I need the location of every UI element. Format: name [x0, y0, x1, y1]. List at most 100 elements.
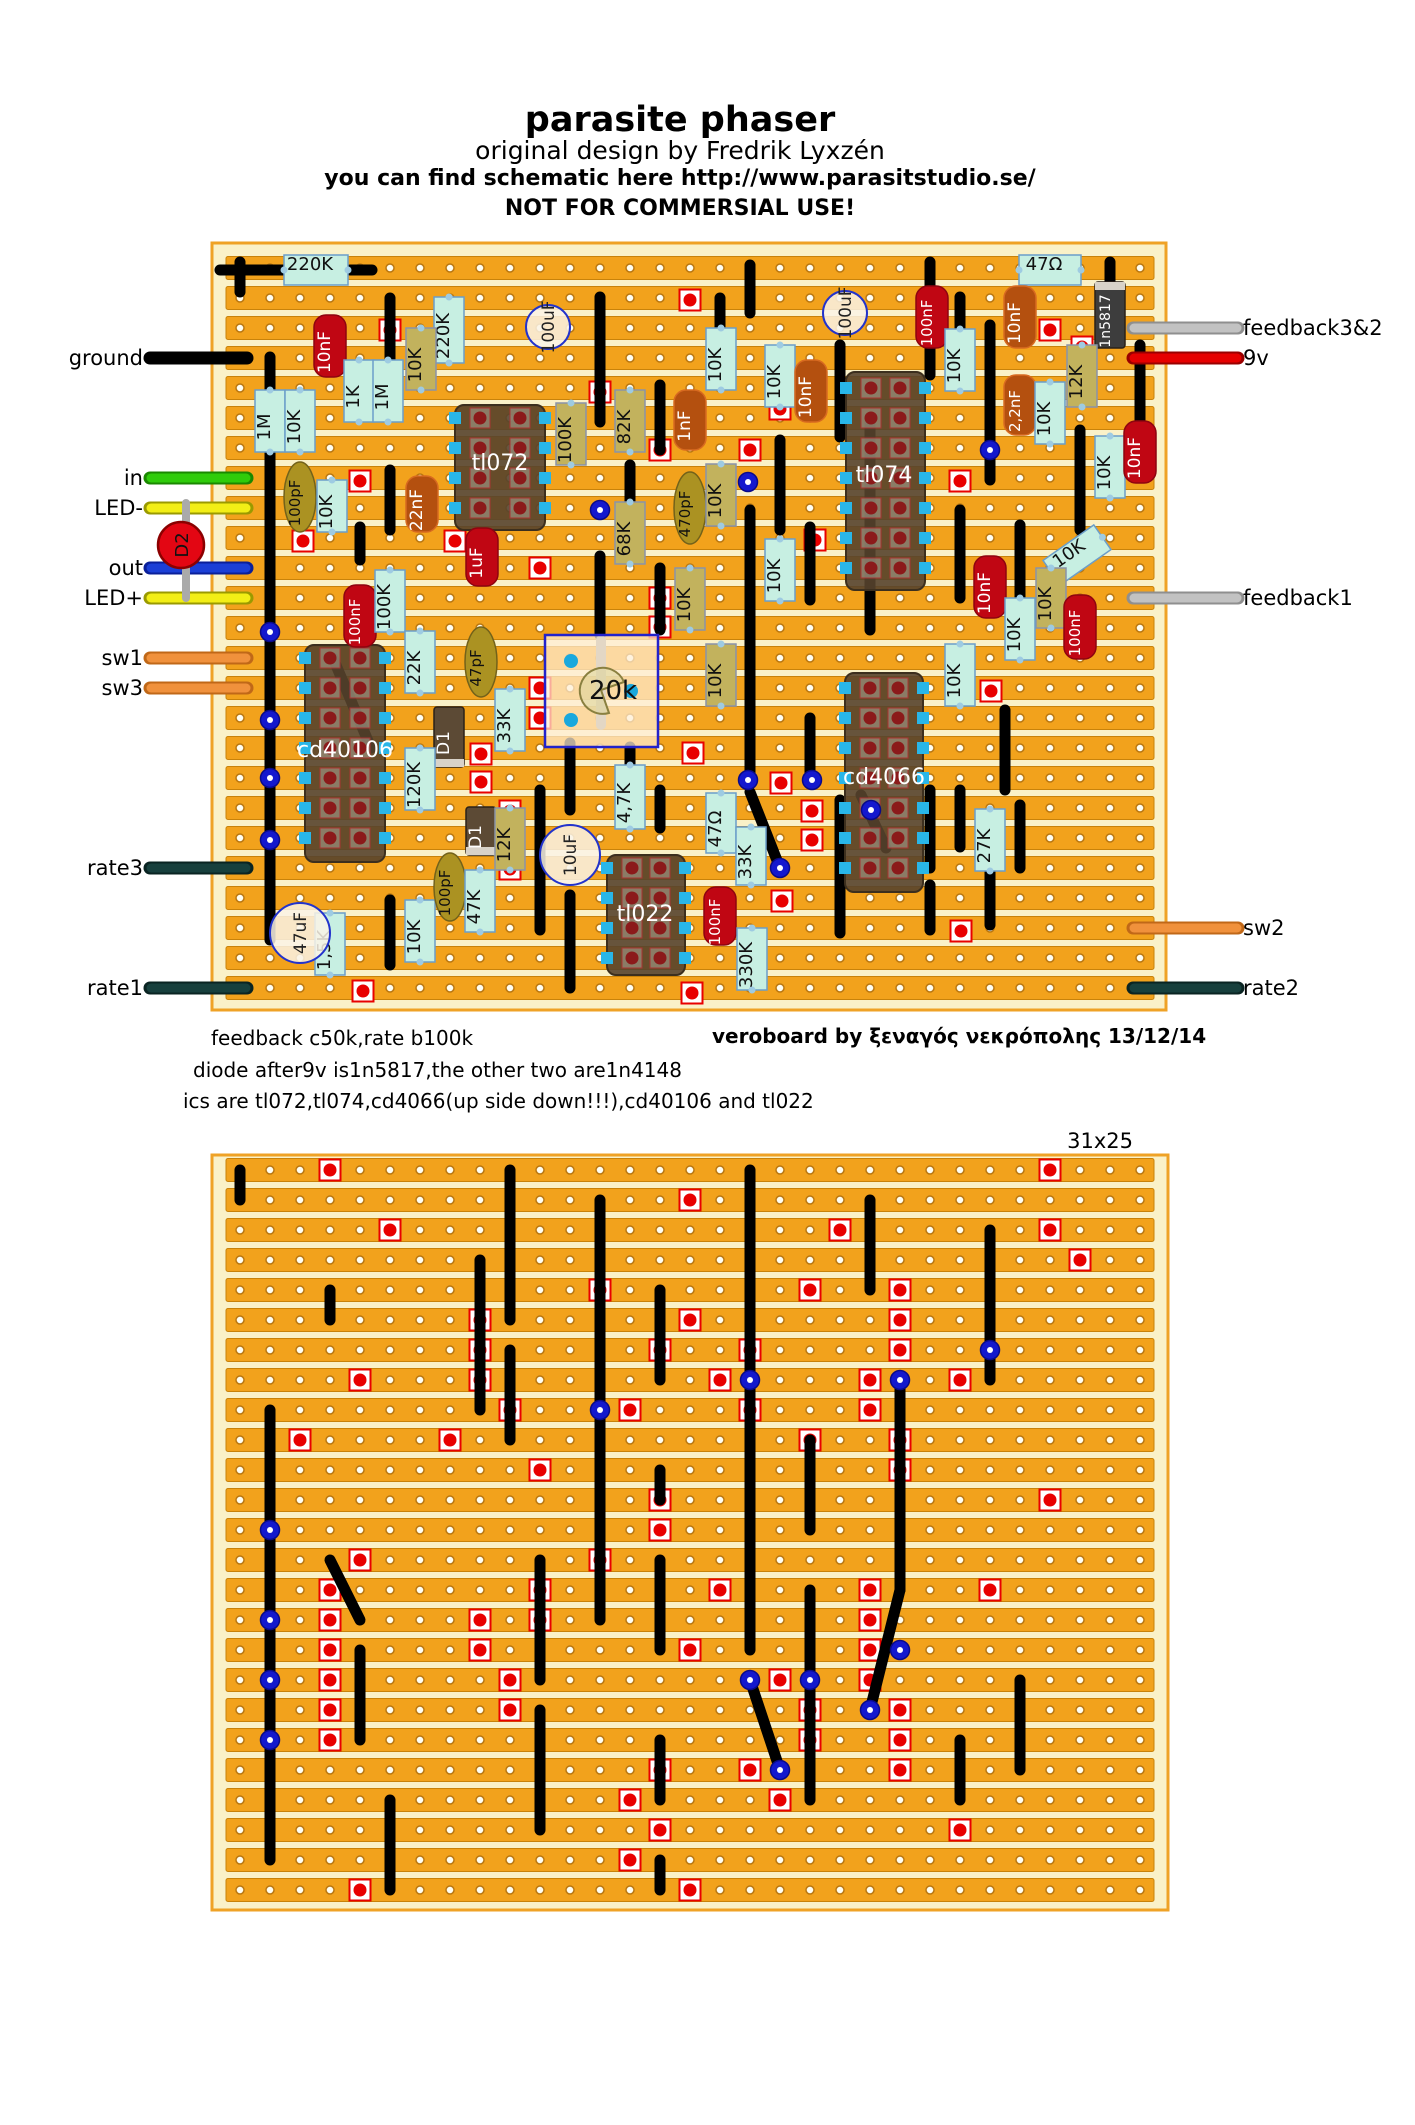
ic-pin-pad-right [917, 712, 929, 724]
diode-band [1095, 282, 1125, 290]
strip-hole [685, 683, 695, 693]
track-cut-mark [348, 1368, 372, 1392]
strip-hole [715, 623, 725, 633]
lead [506, 747, 514, 755]
strip-hole [595, 1765, 605, 1775]
strip-hole [295, 1405, 305, 1415]
strip-hole [385, 1465, 395, 1475]
strip-hole [1015, 743, 1025, 753]
track-cut-mark [1038, 1218, 1062, 1242]
jumper-link [324, 1554, 366, 1626]
strip-hole [565, 1165, 575, 1175]
strip-hole [685, 833, 695, 843]
strip-hole [1105, 1885, 1115, 1895]
strip-hole [1075, 1195, 1085, 1205]
strip-hole [985, 1675, 995, 1685]
component-10K: 10K [1034, 378, 1066, 448]
wire-LED-: LED- [94, 496, 254, 520]
strip-hole [295, 1765, 305, 1775]
ic-pin-pad-right [379, 682, 391, 694]
component-label: 68K [614, 520, 635, 556]
strip-hole [805, 653, 815, 663]
strip-hole [715, 1285, 725, 1295]
component-10K: 10K [705, 324, 737, 394]
ic-pin-pad-right [917, 862, 929, 874]
strip-hole [805, 293, 815, 303]
strip-hole [505, 1585, 515, 1595]
track-cut-mark [1038, 1488, 1062, 1512]
cut-dot [473, 1643, 487, 1657]
component-1M: 1M [372, 356, 404, 426]
strip-hole [1045, 1345, 1055, 1355]
strip-hole [745, 1885, 755, 1895]
strip-hole [325, 1435, 335, 1445]
strip-hole [1015, 1225, 1025, 1235]
lead [386, 566, 394, 574]
ic-pin-pad-right [917, 682, 929, 694]
capacitor-100uF: 100uF [822, 286, 868, 340]
strip-hole [655, 833, 665, 843]
strip-hole [865, 1525, 875, 1535]
strip-hole [955, 623, 965, 633]
ic-pin-pad-left [840, 472, 852, 484]
ic-pin-pad-right [917, 802, 929, 814]
resistor-body [374, 569, 406, 633]
track-cut-mark [738, 438, 762, 462]
solder-dot-inner [267, 717, 273, 723]
strip-hole [1105, 563, 1115, 573]
strip-hole [1105, 533, 1115, 543]
track-cut-mark [858, 1398, 882, 1422]
track-cut-mark [678, 288, 702, 312]
strip-hole [415, 983, 425, 993]
component-label: 10K [404, 918, 425, 954]
strip-hole [895, 893, 905, 903]
strip-hole [385, 1705, 395, 1715]
strip-hole [805, 983, 815, 993]
strip-hole [685, 1465, 695, 1475]
strip-hole [1045, 533, 1055, 543]
strip-hole [385, 1285, 395, 1295]
lead [956, 325, 964, 333]
strip-hole [775, 1405, 785, 1415]
lead [717, 849, 725, 857]
strip-hole [535, 263, 545, 273]
strip-hole [235, 1465, 245, 1475]
strip-hole [775, 1345, 785, 1355]
strip-hole [445, 1375, 455, 1385]
strip-hole [865, 293, 875, 303]
track-cut-mark [948, 1818, 972, 1842]
strip-hole [535, 653, 545, 663]
strip-hole [1105, 1825, 1115, 1835]
strip-hole [625, 1885, 635, 1895]
strip-hole [535, 743, 545, 753]
strip-hole [505, 623, 515, 633]
strip-hole [865, 1435, 875, 1445]
strip-hole [475, 1435, 485, 1445]
strip-hole [325, 1765, 335, 1775]
strip-hole [835, 1555, 845, 1565]
component-label: 10nF [315, 331, 335, 373]
ic-pin [513, 441, 527, 455]
strip-hole [655, 263, 665, 273]
component-10K: 10K [404, 896, 436, 966]
strip-hole [565, 1855, 575, 1865]
component-label: 4,7K [614, 782, 635, 824]
solder-dot-inner [897, 1377, 903, 1383]
strip-hole [625, 1525, 635, 1535]
ic-label: cd40106 [297, 738, 393, 763]
ic-pin-pad-left [601, 952, 613, 964]
strip-hole [415, 1585, 425, 1595]
solder-dot-inner [868, 807, 874, 813]
ic-pin-pad-left [449, 472, 461, 484]
cap-body [313, 314, 347, 378]
cut-dot [353, 1883, 367, 1897]
strip-hole [985, 1435, 995, 1445]
strip-hole [535, 953, 545, 963]
lead [717, 640, 725, 648]
strip-hole [655, 1405, 665, 1415]
ic-pin-pad-left [449, 442, 461, 454]
strip-hole [865, 1465, 875, 1475]
strip-hole [445, 983, 455, 993]
strip-hole [1135, 1435, 1145, 1445]
strip-hole [835, 1255, 845, 1265]
